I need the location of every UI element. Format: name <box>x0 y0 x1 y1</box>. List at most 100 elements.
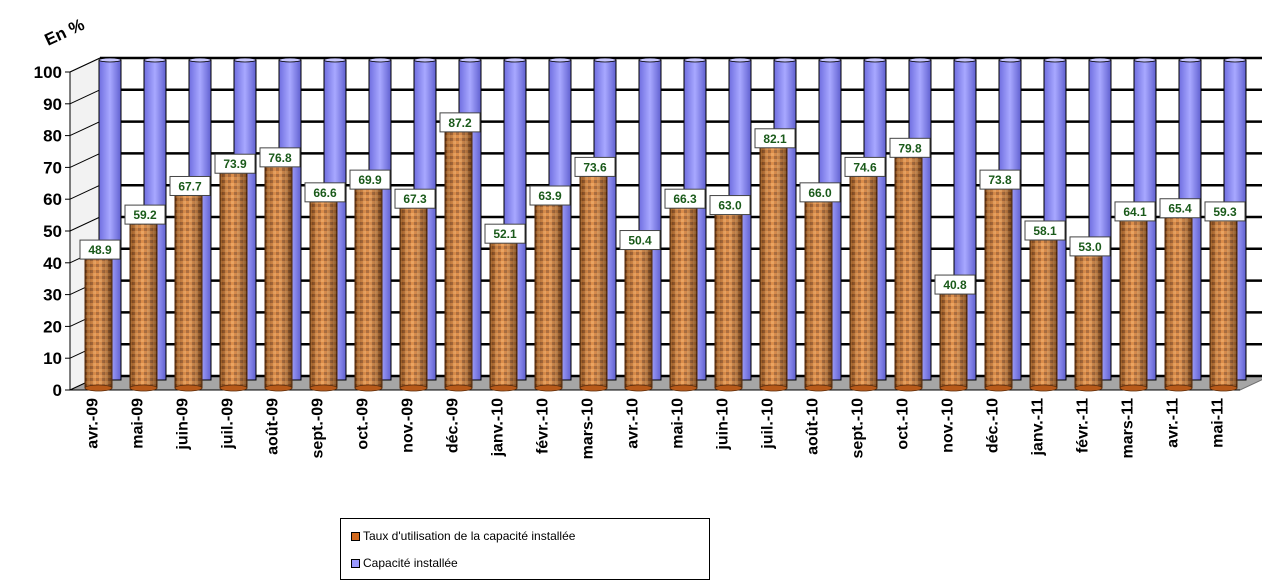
data-label-box <box>934 274 976 295</box>
utilisation-bar-shade <box>445 122 472 388</box>
utilisation-bar-base <box>444 384 473 392</box>
utilisation-bar-base <box>1074 384 1103 392</box>
data-label: 58.1 <box>1033 224 1057 238</box>
legend-label-capacite: Capacité installée <box>363 556 458 570</box>
x-tick-label: nov.-09 <box>400 398 417 453</box>
capacity-bar-top <box>1088 57 1112 63</box>
data-label-box <box>889 137 931 158</box>
data-label-box <box>664 188 706 209</box>
x-tick-label: sept.-10 <box>850 398 867 459</box>
capacity-bar-top <box>368 57 392 63</box>
grid-diag <box>69 121 101 137</box>
capacity-bar-top <box>818 57 842 63</box>
capacity-bar-top <box>683 57 707 63</box>
data-label-box <box>529 185 571 206</box>
data-label-box <box>979 169 1021 190</box>
x-tick-label: févr.-10 <box>535 398 552 454</box>
y-tick-label: 60 <box>43 190 62 209</box>
x-tick-label: déc.-09 <box>445 398 462 453</box>
data-label: 73.6 <box>583 160 607 174</box>
data-label: 59.2 <box>133 208 157 222</box>
data-label: 69.9 <box>358 173 382 187</box>
data-label: 76.8 <box>268 151 292 165</box>
x-tick-label: avr.-09 <box>85 398 102 449</box>
capacity-bar-top <box>1223 57 1247 63</box>
capacity-bar-top <box>143 57 167 63</box>
y-tick-label: 80 <box>43 127 62 146</box>
y-tick-label: 100 <box>34 63 62 82</box>
x-tick-label: oct.-09 <box>355 398 372 450</box>
x-tick-label: févr.-11 <box>1075 398 1092 453</box>
utilisation-bar-base <box>759 384 788 392</box>
utilisation-bar-base <box>894 384 923 392</box>
capacity-bar-top <box>458 57 482 63</box>
utilisation-bar-base <box>354 384 383 392</box>
data-label: 63.0 <box>718 199 742 213</box>
data-label: 79.8 <box>898 141 922 155</box>
capacity-bar-top <box>323 57 347 63</box>
utilisation-bar-base <box>579 384 608 392</box>
x-tick-label: juil.-10 <box>760 398 777 450</box>
capacity-bar-top <box>638 57 662 63</box>
y-tick-label: 20 <box>43 317 62 336</box>
data-label: 66.6 <box>313 186 337 200</box>
x-tick-label: mars-10 <box>580 398 597 459</box>
utilisation-bar-shade <box>490 234 517 388</box>
x-tick-label: août-10 <box>805 398 822 455</box>
data-label-box <box>214 153 256 174</box>
utilisation-bar-shade <box>175 186 202 388</box>
utilisation-bar-base <box>399 384 428 392</box>
capacity-bar-top <box>593 57 617 63</box>
data-label: 66.3 <box>673 192 697 206</box>
utilisation-bar-shade <box>715 205 742 388</box>
capacity-bar-top <box>1133 57 1157 63</box>
capacity-bar-top <box>773 57 797 63</box>
x-tick-label: juin-10 <box>715 398 732 451</box>
grid-diag <box>69 152 101 168</box>
x-tick-label: sept.-09 <box>310 398 327 459</box>
utilisation-bar-shade <box>1120 211 1147 388</box>
utilisation-bar-base <box>1164 384 1193 392</box>
capacity-bar-top <box>548 57 572 63</box>
y-tick-label: 10 <box>43 349 62 368</box>
data-label-box <box>1159 198 1201 219</box>
legend: Taux d'utilisation de la capacité instal… <box>340 518 710 580</box>
y-tick-label: 90 <box>43 95 62 114</box>
x-tick-label: avr.-10 <box>625 398 642 449</box>
utilisation-bar-shade <box>1210 211 1237 388</box>
data-label: 40.8 <box>943 278 967 292</box>
data-label-box <box>574 156 616 177</box>
capacity-bar-top <box>413 57 437 63</box>
x-tick-label: mai-09 <box>130 398 147 449</box>
data-label-box <box>124 204 166 225</box>
x-tick-label: déc.-10 <box>985 398 1002 453</box>
utilisation-bar-shade <box>130 215 157 388</box>
utilisation-bar-base <box>804 384 833 392</box>
x-tick-label: janv.-10 <box>490 398 507 458</box>
utilisation-bar-base <box>1029 384 1058 392</box>
capacity-bar-top <box>863 57 887 63</box>
data-label-box <box>709 195 751 216</box>
data-label: 87.2 <box>448 116 472 130</box>
data-label: 63.9 <box>538 189 562 203</box>
chart: En % 0 10 20 30 40 50 60 70 80 90 100 48.9 avr.-09 59… <box>34 15 1262 459</box>
data-label-box <box>799 182 841 203</box>
utilisation-bar-base <box>534 384 563 392</box>
utilisation-bar-base <box>264 384 293 392</box>
utilisation-bar-shade <box>355 180 382 388</box>
legend-item-capacite: Capacité installée <box>351 556 458 570</box>
utilisation-bar-base <box>984 384 1013 392</box>
data-label: 48.9 <box>88 243 112 257</box>
x-tick-label: mai-10 <box>670 398 687 449</box>
capacity-bar-top <box>1043 57 1067 63</box>
utilisation-bar-base <box>714 384 743 392</box>
data-label-box <box>304 182 346 203</box>
data-label-box <box>439 112 481 133</box>
capacity-bar-top <box>98 57 122 63</box>
capacity-bar-top <box>278 57 302 63</box>
unit-label: En % <box>42 15 88 50</box>
utilisation-bar-shade <box>760 138 787 388</box>
data-label-box <box>349 169 391 190</box>
utilisation-bar-shade <box>805 192 832 388</box>
utilisation-bar-base <box>489 384 518 392</box>
